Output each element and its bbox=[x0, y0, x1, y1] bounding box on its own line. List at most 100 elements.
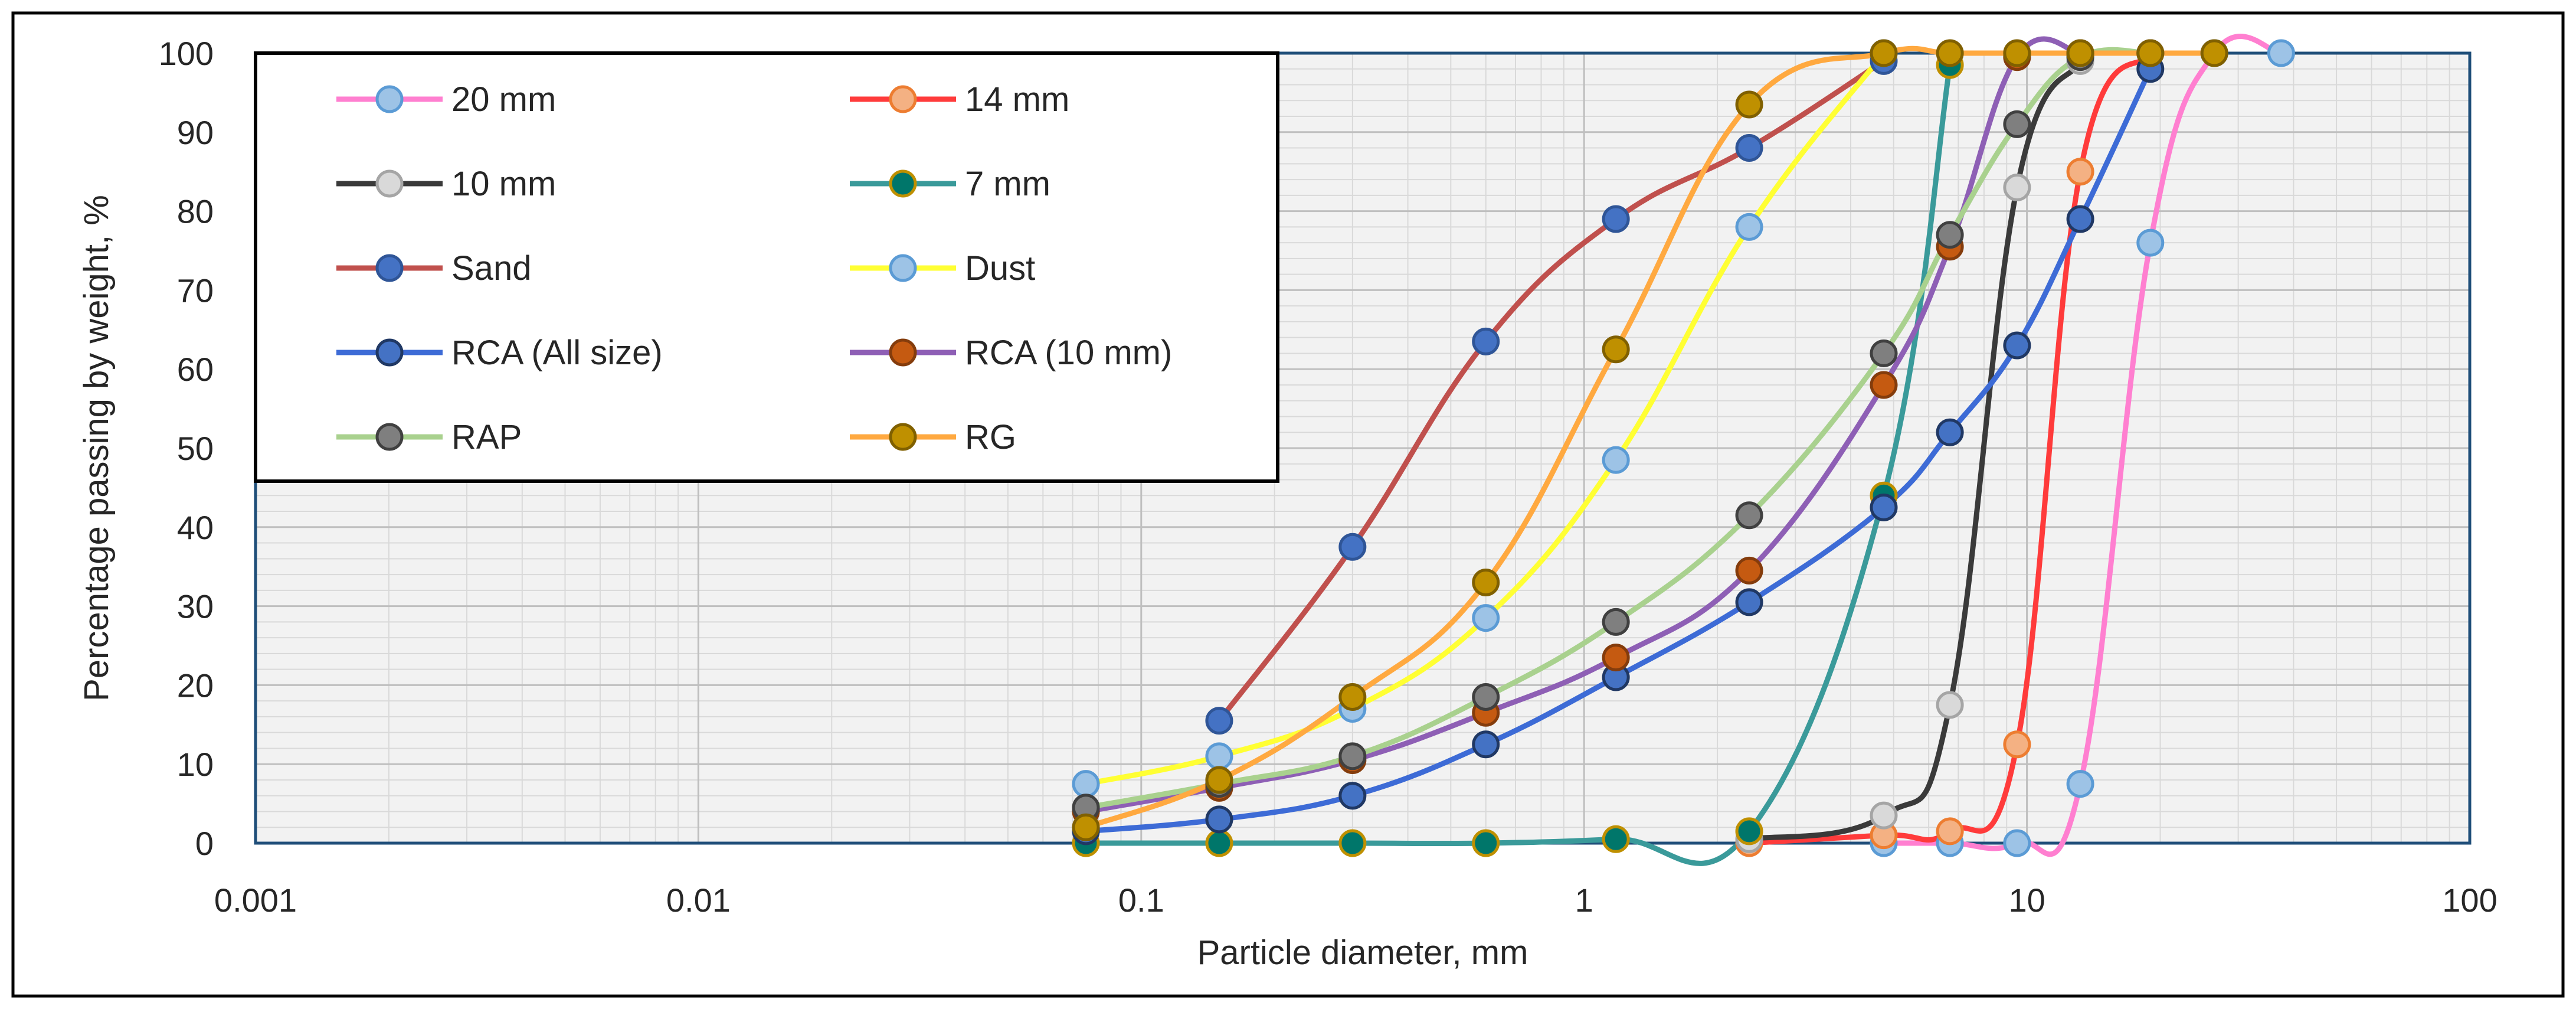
data-point-dust bbox=[1072, 770, 1100, 798]
y-tick-label: 20 bbox=[177, 667, 214, 704]
data-point-rca-all-size bbox=[1472, 730, 1500, 759]
data-point-rap bbox=[1602, 608, 1630, 636]
data-point-rap bbox=[2003, 110, 2031, 138]
data-point-rca-all-size bbox=[1205, 805, 1233, 834]
data-point-rap bbox=[1338, 742, 1367, 771]
x-tick-label: 0.01 bbox=[666, 882, 731, 919]
data-point-rg bbox=[2136, 39, 2165, 67]
legend-label-7-mm: 7 mm bbox=[965, 165, 1050, 203]
y-tick-label: 30 bbox=[177, 588, 214, 625]
data-point-7-mm bbox=[1205, 829, 1233, 857]
data-point-rg bbox=[2200, 39, 2228, 67]
legend-label-rg: RG bbox=[965, 418, 1016, 456]
data-point-dust bbox=[1735, 213, 1763, 241]
legend-marker-rap bbox=[375, 423, 404, 451]
y-tick-label: 70 bbox=[177, 272, 214, 309]
y-tick-label: 90 bbox=[177, 114, 214, 151]
data-point-rap bbox=[1936, 221, 1964, 249]
data-point-rca-all-size bbox=[1338, 782, 1367, 810]
data-point-rg bbox=[2066, 39, 2094, 67]
data-point-7-mm bbox=[1338, 829, 1367, 857]
x-axis-title: Particle diameter, mm bbox=[1197, 933, 1528, 972]
data-point-dust bbox=[1205, 742, 1233, 771]
data-point-rap bbox=[1472, 683, 1500, 711]
x-tick-label: 100 bbox=[2442, 882, 2497, 919]
y-tick-label: 60 bbox=[177, 351, 214, 388]
legend-marker-10-mm bbox=[375, 169, 404, 198]
data-point-sand bbox=[1472, 327, 1500, 355]
y-tick-label: 0 bbox=[195, 825, 214, 862]
x-tick-label: 10 bbox=[2008, 882, 2045, 919]
legend-marker-dust bbox=[889, 254, 917, 282]
y-tick-label: 50 bbox=[177, 430, 214, 467]
data-point-sand bbox=[1602, 205, 1630, 233]
data-point-rg bbox=[1870, 39, 1898, 67]
data-point-sand bbox=[1735, 134, 1763, 162]
data-point-dust bbox=[1602, 446, 1630, 474]
legend-marker-sand bbox=[375, 254, 404, 282]
data-point-rg bbox=[1205, 766, 1233, 794]
data-point-10-mm bbox=[2003, 173, 2031, 201]
series-line-20-mm bbox=[1881, 34, 2284, 857]
data-point-rg bbox=[1472, 568, 1500, 596]
data-point-sand bbox=[1338, 533, 1367, 561]
legend-marker-rg bbox=[889, 423, 917, 451]
data-point-rg bbox=[2003, 39, 2031, 67]
data-point-dust bbox=[1472, 604, 1500, 632]
series-line-rca-10-mm bbox=[1083, 36, 2083, 814]
data-point-10-mm bbox=[1936, 691, 1964, 719]
x-tick-label: 1 bbox=[1575, 882, 1593, 919]
y-tick-label: 80 bbox=[177, 193, 214, 230]
legend-label-rca-10-mm: RCA (10 mm) bbox=[965, 334, 1172, 372]
data-point-rg bbox=[1735, 90, 1763, 119]
series-line-rg bbox=[1083, 45, 2217, 830]
y-axis-title: Percentage passing by weight, % bbox=[77, 195, 116, 701]
data-point-rca-all-size bbox=[2066, 205, 2094, 233]
data-point-14-mm bbox=[2066, 158, 2094, 186]
legend-label-20-mm: 20 mm bbox=[451, 80, 556, 119]
legend-label-10-mm: 10 mm bbox=[451, 165, 556, 203]
legend-marker-7-mm bbox=[889, 169, 917, 198]
axes: Particle diameter, mm Percentage passing… bbox=[77, 35, 2498, 972]
data-point-20-mm bbox=[2066, 770, 2094, 798]
y-tick-label: 10 bbox=[177, 746, 214, 783]
legend-marker-20-mm bbox=[375, 85, 404, 113]
data-point-rap bbox=[1735, 501, 1763, 530]
legend-marker-rca-10-mm bbox=[889, 338, 917, 367]
data-point-rca-all-size bbox=[1936, 418, 1964, 446]
data-point-rca-all-size bbox=[1870, 493, 1898, 521]
data-point-20-mm bbox=[2267, 39, 2295, 67]
data-point-20-mm bbox=[2136, 228, 2165, 257]
y-tick-label: 40 bbox=[177, 509, 214, 546]
data-point-rg bbox=[1338, 683, 1367, 711]
data-point-10-mm bbox=[1870, 801, 1898, 830]
data-point-rg bbox=[1072, 813, 1100, 841]
data-point-rca-all-size bbox=[2003, 331, 2031, 360]
legend-label-rca-all-size: RCA (All size) bbox=[451, 334, 663, 372]
data-point-rg bbox=[1602, 335, 1630, 364]
legend-label-14-mm: 14 mm bbox=[965, 80, 1069, 119]
x-tick-label: 0.001 bbox=[214, 882, 297, 919]
data-point-rg bbox=[1936, 39, 1964, 67]
data-point-7-mm bbox=[1735, 817, 1763, 845]
x-tick-label: 0.1 bbox=[1118, 882, 1164, 919]
data-point-rca-10-mm bbox=[1735, 556, 1763, 585]
data-point-rca-10-mm bbox=[1870, 371, 1898, 399]
data-point-20-mm bbox=[2003, 829, 2031, 857]
data-point-7-mm bbox=[1602, 825, 1630, 853]
legend: 20 mm 14 mm 10 mm 7 mm Sand Dust RCA (All size… bbox=[254, 51, 1279, 483]
legend-label-sand: Sand bbox=[451, 249, 531, 288]
data-point-rca-10-mm bbox=[1602, 644, 1630, 672]
legend-label-dust: Dust bbox=[965, 249, 1035, 288]
data-point-7-mm bbox=[1472, 829, 1500, 857]
data-point-rca-all-size bbox=[1735, 588, 1763, 616]
data-point-rap bbox=[1870, 339, 1898, 367]
legend-marker-rca-all-size bbox=[375, 338, 404, 367]
legend-marker-14-mm bbox=[889, 85, 917, 113]
y-tick-label: 100 bbox=[159, 35, 214, 72]
series-line-7-mm bbox=[1083, 62, 1953, 866]
data-point-14-mm bbox=[2003, 730, 2031, 759]
data-point-sand bbox=[1205, 707, 1233, 735]
